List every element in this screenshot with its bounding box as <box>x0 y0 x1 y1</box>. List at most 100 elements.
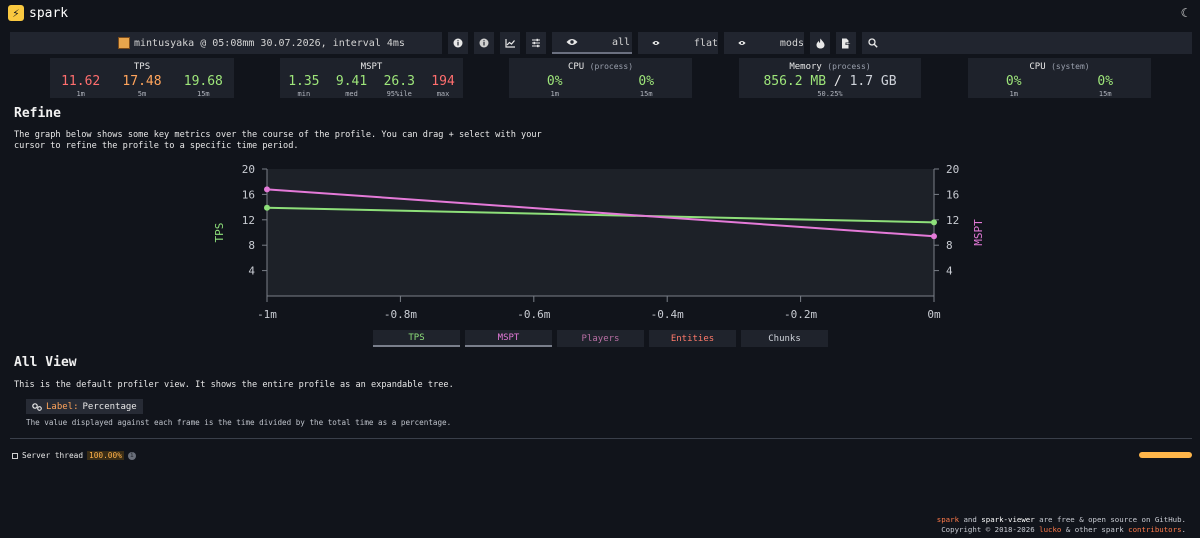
series-line-mspt <box>266 188 935 238</box>
mspt-max-value: 194 <box>431 74 455 89</box>
eye-icon <box>652 41 660 45</box>
footer-dot: . <box>1181 525 1186 534</box>
mode-mods-label: mods <box>779 37 804 49</box>
series-point-mspt <box>264 186 270 193</box>
toggle-mspt[interactable]: MSPT <box>465 330 552 347</box>
thread-percent-bar <box>1139 452 1192 458</box>
y-tick-label-right: 16 <box>946 188 959 201</box>
memory-total: 1.7 GB <box>849 74 897 89</box>
memory-used: 856.2 MB <box>763 74 827 89</box>
toggle-entities[interactable]: Entities <box>649 330 736 347</box>
cpu-process-15m-value: 0% <box>638 74 655 89</box>
thread-name: Server thread <box>22 451 84 460</box>
metrics-chart[interactable]: 4 4 8 8 12 12 16 16 20 20 -1m -0.8m -0.6m -0.4m -0.2m 0… <box>195 160 995 325</box>
label-mode-selector[interactable]: Label: Percentage <box>26 399 143 414</box>
cpu-system-1m-value: 0% <box>1005 74 1022 89</box>
x-tick-label: -0.8m <box>384 308 417 321</box>
avatar <box>118 37 130 49</box>
info-button[interactable] <box>448 32 468 54</box>
toggle-label: MSPT <box>497 332 520 343</box>
moon-icon[interactable]: ☾ <box>1180 6 1188 20</box>
y-tick-label-left: 16 <box>242 188 255 201</box>
footer-others: & other spark <box>1065 525 1124 534</box>
cpu-system-widget: CPU (system) 0% 1m 0% 15m <box>968 58 1151 98</box>
mspt-min-value: 1.35 <box>288 74 320 89</box>
spark-link[interactable]: spark <box>936 515 960 524</box>
cpu-process-widget: CPU (process) 0% 1m 0% 15m <box>509 58 692 98</box>
search-bar[interactable] <box>862 32 1192 54</box>
mspt-95-label: 95%ile <box>386 90 412 98</box>
mode-all-button[interactable]: all <box>552 32 632 54</box>
spark-logo[interactable]: ⚡ spark <box>8 3 70 23</box>
y-tick-label-right: 8 <box>946 239 953 252</box>
toggle-chunks[interactable]: Chunks <box>741 330 828 347</box>
mspt-med-value: 9.41 <box>335 74 368 89</box>
tps-5m-label: 5m <box>137 90 147 98</box>
mode-mods-button[interactable]: mods <box>724 32 804 54</box>
expand-box-icon <box>12 452 18 459</box>
settings-button[interactable] <box>526 32 546 54</box>
search-icon <box>868 38 878 48</box>
tree-node-server-thread[interactable]: Server thread 100.00% i <box>12 451 136 460</box>
divider <box>10 438 1192 439</box>
footer: spark and spark-viewer are free & open s… <box>937 515 1186 535</box>
refine-desc-line-2: cursor to refine the profile to a specif… <box>14 141 299 151</box>
cpu-process-15m-label: 15m <box>639 90 653 98</box>
mspt-title: MSPT <box>360 62 383 72</box>
series-point-tps <box>264 204 270 211</box>
tps-15m-value: 19.68 <box>183 74 223 89</box>
x-tick-label: -0.4m <box>651 308 684 321</box>
file-export-icon <box>842 38 851 48</box>
info-icon[interactable]: i <box>127 451 136 460</box>
cpu-process-1m-label: 1m <box>550 90 559 98</box>
all-view-heading: All View <box>14 355 77 370</box>
tps-1m-label: 1m <box>76 90 85 98</box>
x-tick-label: -1m <box>257 308 277 321</box>
memory-percent: 50.25% <box>817 90 843 98</box>
mode-flat-button[interactable]: flat <box>638 32 718 54</box>
refine-description: The graph below shows some key metrics o… <box>14 130 542 152</box>
details-icon <box>479 38 489 48</box>
cpu-system-15m-label: 15m <box>1098 90 1112 98</box>
x-tick-label: -0.6m <box>517 308 550 321</box>
mspt-min-label: min <box>297 90 311 98</box>
x-tick-label: 0m <box>927 308 941 321</box>
line-chart-icon <box>504 39 515 48</box>
footer-open-source: are free & open source on GitHub. <box>1039 515 1186 524</box>
export-button[interactable] <box>836 32 856 54</box>
y-tick-label-right: 20 <box>946 163 959 176</box>
toggle-players[interactable]: Players <box>557 330 644 347</box>
flame-button[interactable] <box>810 32 830 54</box>
toggle-label: Entities <box>670 333 715 344</box>
memory-title: Memory <box>789 62 822 72</box>
footer-copyright: Copyright © 2018-2026 <box>941 525 1035 534</box>
metric-toggles: TPS MSPT Players Entities Chunks <box>373 330 828 347</box>
tps-15m-label: 15m <box>196 90 210 98</box>
profile-meta-text: mintusyaka @ 05:08mm 30.07.2026, interva… <box>134 37 405 49</box>
y-tick-label-left: 12 <box>242 214 255 227</box>
graph-toggle-button[interactable] <box>500 32 520 54</box>
spark-viewer-link[interactable]: spark-viewer <box>981 515 1035 524</box>
mode-all-label: all <box>612 36 631 48</box>
app-name: spark <box>29 5 69 21</box>
details-button[interactable] <box>474 32 494 54</box>
lucko-link[interactable]: lucko <box>1039 525 1062 534</box>
percentage-note: The value displayed against each frame i… <box>26 418 452 427</box>
toggle-label: Chunks <box>768 333 801 344</box>
flame-icon <box>816 38 824 48</box>
refine-heading: Refine <box>14 106 61 121</box>
mspt-widget: MSPT 1.35 min 9.41 med 26.3 95%ile 194 max <box>280 58 463 98</box>
cpu-process-sub: (process) <box>589 62 634 71</box>
y-tick-label-right: 12 <box>946 214 959 227</box>
contributors-link[interactable]: contributors <box>1128 525 1182 534</box>
y-tick-label-left: 4 <box>248 265 255 278</box>
lightning-icon: ⚡ <box>8 5 24 21</box>
tps-title: TPS <box>133 62 151 72</box>
tps-5m-value: 17.48 <box>122 74 162 89</box>
profile-metadata[interactable]: mintusyaka @ 05:08mm 30.07.2026, interva… <box>10 32 442 54</box>
mspt-max-label: max <box>436 90 450 98</box>
y-tick-label-left: 20 <box>242 163 255 176</box>
cpu-system-15m-value: 0% <box>1097 74 1114 89</box>
toggle-label: Players <box>581 333 620 344</box>
toggle-tps[interactable]: TPS <box>373 330 460 347</box>
